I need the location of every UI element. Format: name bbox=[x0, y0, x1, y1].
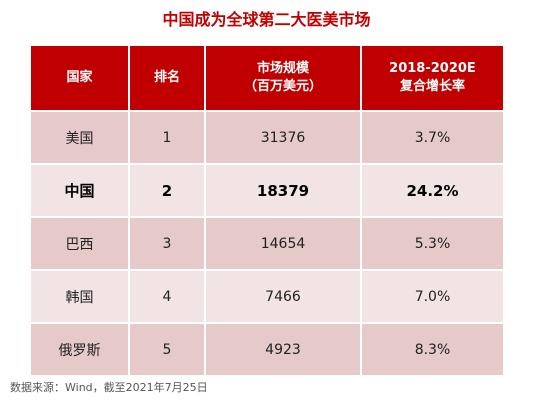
cell-rank: 2 bbox=[128, 163, 206, 218]
cell-market-size: 14654 bbox=[204, 216, 362, 271]
cell-market-size: 31376 bbox=[204, 110, 362, 165]
cell-country: 中国 bbox=[29, 163, 130, 218]
header-cagr: 2018-2020E 复合增长率 bbox=[360, 44, 505, 112]
cell-market-size: 4923 bbox=[204, 322, 362, 377]
header-market-size: 市场规模 （百万美元） bbox=[204, 44, 362, 112]
page-title: 中国成为全球第二大医美市场 bbox=[162, 10, 371, 29]
cell-cagr: 8.3% bbox=[360, 322, 505, 377]
cell-country: 俄罗斯 bbox=[29, 322, 130, 377]
cell-cagr: 3.7% bbox=[360, 110, 505, 165]
cell-rank: 3 bbox=[128, 216, 206, 271]
header-rank: 排名 bbox=[128, 44, 206, 112]
cell-market-size: 7466 bbox=[204, 269, 362, 324]
source-note: 数据来源：Wind，截至2021年7月25日 bbox=[10, 381, 208, 394]
cell-rank: 1 bbox=[128, 110, 206, 165]
cell-rank: 5 bbox=[128, 322, 206, 377]
table-row: 俄罗斯 5 4923 8.3% bbox=[29, 322, 505, 377]
table-row: 巴西 3 14654 5.3% bbox=[29, 216, 505, 271]
cell-rank: 4 bbox=[128, 269, 206, 324]
cell-cagr: 5.3% bbox=[360, 216, 505, 271]
cell-cagr: 24.2% bbox=[360, 163, 505, 218]
table-header-row: 国家 排名 市场规模 （百万美元） 2018-2020E 复合增长率 bbox=[29, 44, 505, 112]
cell-country: 美国 bbox=[29, 110, 130, 165]
table-row-highlight: 中国 2 18379 24.2% bbox=[29, 163, 505, 218]
cell-country: 巴西 bbox=[29, 216, 130, 271]
cell-cagr: 7.0% bbox=[360, 269, 505, 324]
cell-market-size: 18379 bbox=[204, 163, 362, 218]
header-country: 国家 bbox=[29, 44, 130, 112]
table-row: 美国 1 31376 3.7% bbox=[29, 110, 505, 165]
market-table: 国家 排名 市场规模 （百万美元） 2018-2020E 复合增长率 美国 1 bbox=[29, 44, 505, 377]
table-row: 韩国 4 7466 7.0% bbox=[29, 269, 505, 324]
cell-country: 韩国 bbox=[29, 269, 130, 324]
